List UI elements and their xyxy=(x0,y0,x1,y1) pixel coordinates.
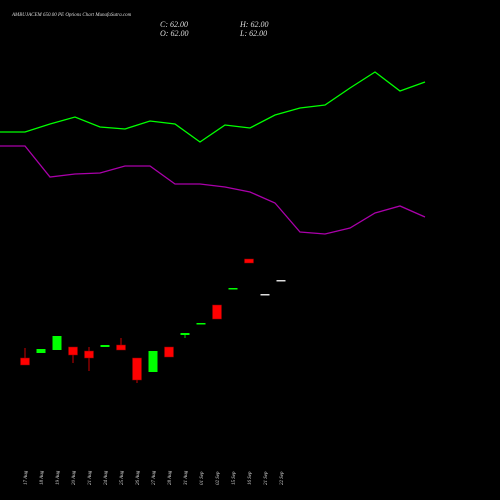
candle-body xyxy=(20,357,30,366)
high-text: H: 62.00 xyxy=(239,20,268,29)
open-text: O: 62.00 xyxy=(160,29,188,38)
x-tick-label: 20 Aug xyxy=(72,470,77,485)
indicator-line xyxy=(0,71,426,143)
x-tick-label: 31 Aug xyxy=(184,470,189,485)
x-tick-label: 22 Sep xyxy=(280,471,285,485)
x-tick-label: 15 Sep xyxy=(232,471,237,485)
x-tick-label: 21 Sep xyxy=(264,471,269,485)
x-tick-label: 24 Aug xyxy=(104,470,109,485)
x-tick-label: 25 Aug xyxy=(120,470,125,485)
x-tick-label: 28 Aug xyxy=(168,470,173,485)
x-tick-label: 17 Aug xyxy=(24,470,29,485)
candle-body xyxy=(276,280,286,282)
chart-title: AMBUJACEM 650.00 PE Options Chart Munafa… xyxy=(11,13,132,18)
candle-body xyxy=(100,345,110,347)
candle-body xyxy=(132,357,142,381)
x-tick-label: 02 Sep xyxy=(216,471,221,485)
x-tick-label: 16 Sep xyxy=(248,471,253,485)
candle-body xyxy=(52,336,62,350)
candle-body xyxy=(84,350,94,359)
candle-body xyxy=(260,294,270,296)
candle-body xyxy=(148,351,158,372)
candle-body xyxy=(196,323,206,325)
candle-body xyxy=(180,333,190,335)
x-tick-label: 27 Aug xyxy=(152,470,157,485)
x-tick-label: 19 Aug xyxy=(56,470,61,485)
candle-body xyxy=(164,346,174,358)
x-tick-label: 21 Aug xyxy=(88,470,93,485)
candle-body xyxy=(116,344,126,351)
candle-body xyxy=(36,349,46,353)
x-tick-label: 01 Sep xyxy=(200,471,205,485)
candle-body xyxy=(244,258,254,264)
x-tick-label: 26 Aug xyxy=(136,470,141,485)
candle-body xyxy=(212,304,222,320)
low-text: L: 62.00 xyxy=(239,29,267,38)
indicator-line xyxy=(0,145,426,235)
candle-body xyxy=(228,288,238,290)
x-tick-label: 18 Aug xyxy=(40,470,45,485)
candle-body xyxy=(68,346,78,356)
close-text: C: 62.00 xyxy=(160,20,188,29)
